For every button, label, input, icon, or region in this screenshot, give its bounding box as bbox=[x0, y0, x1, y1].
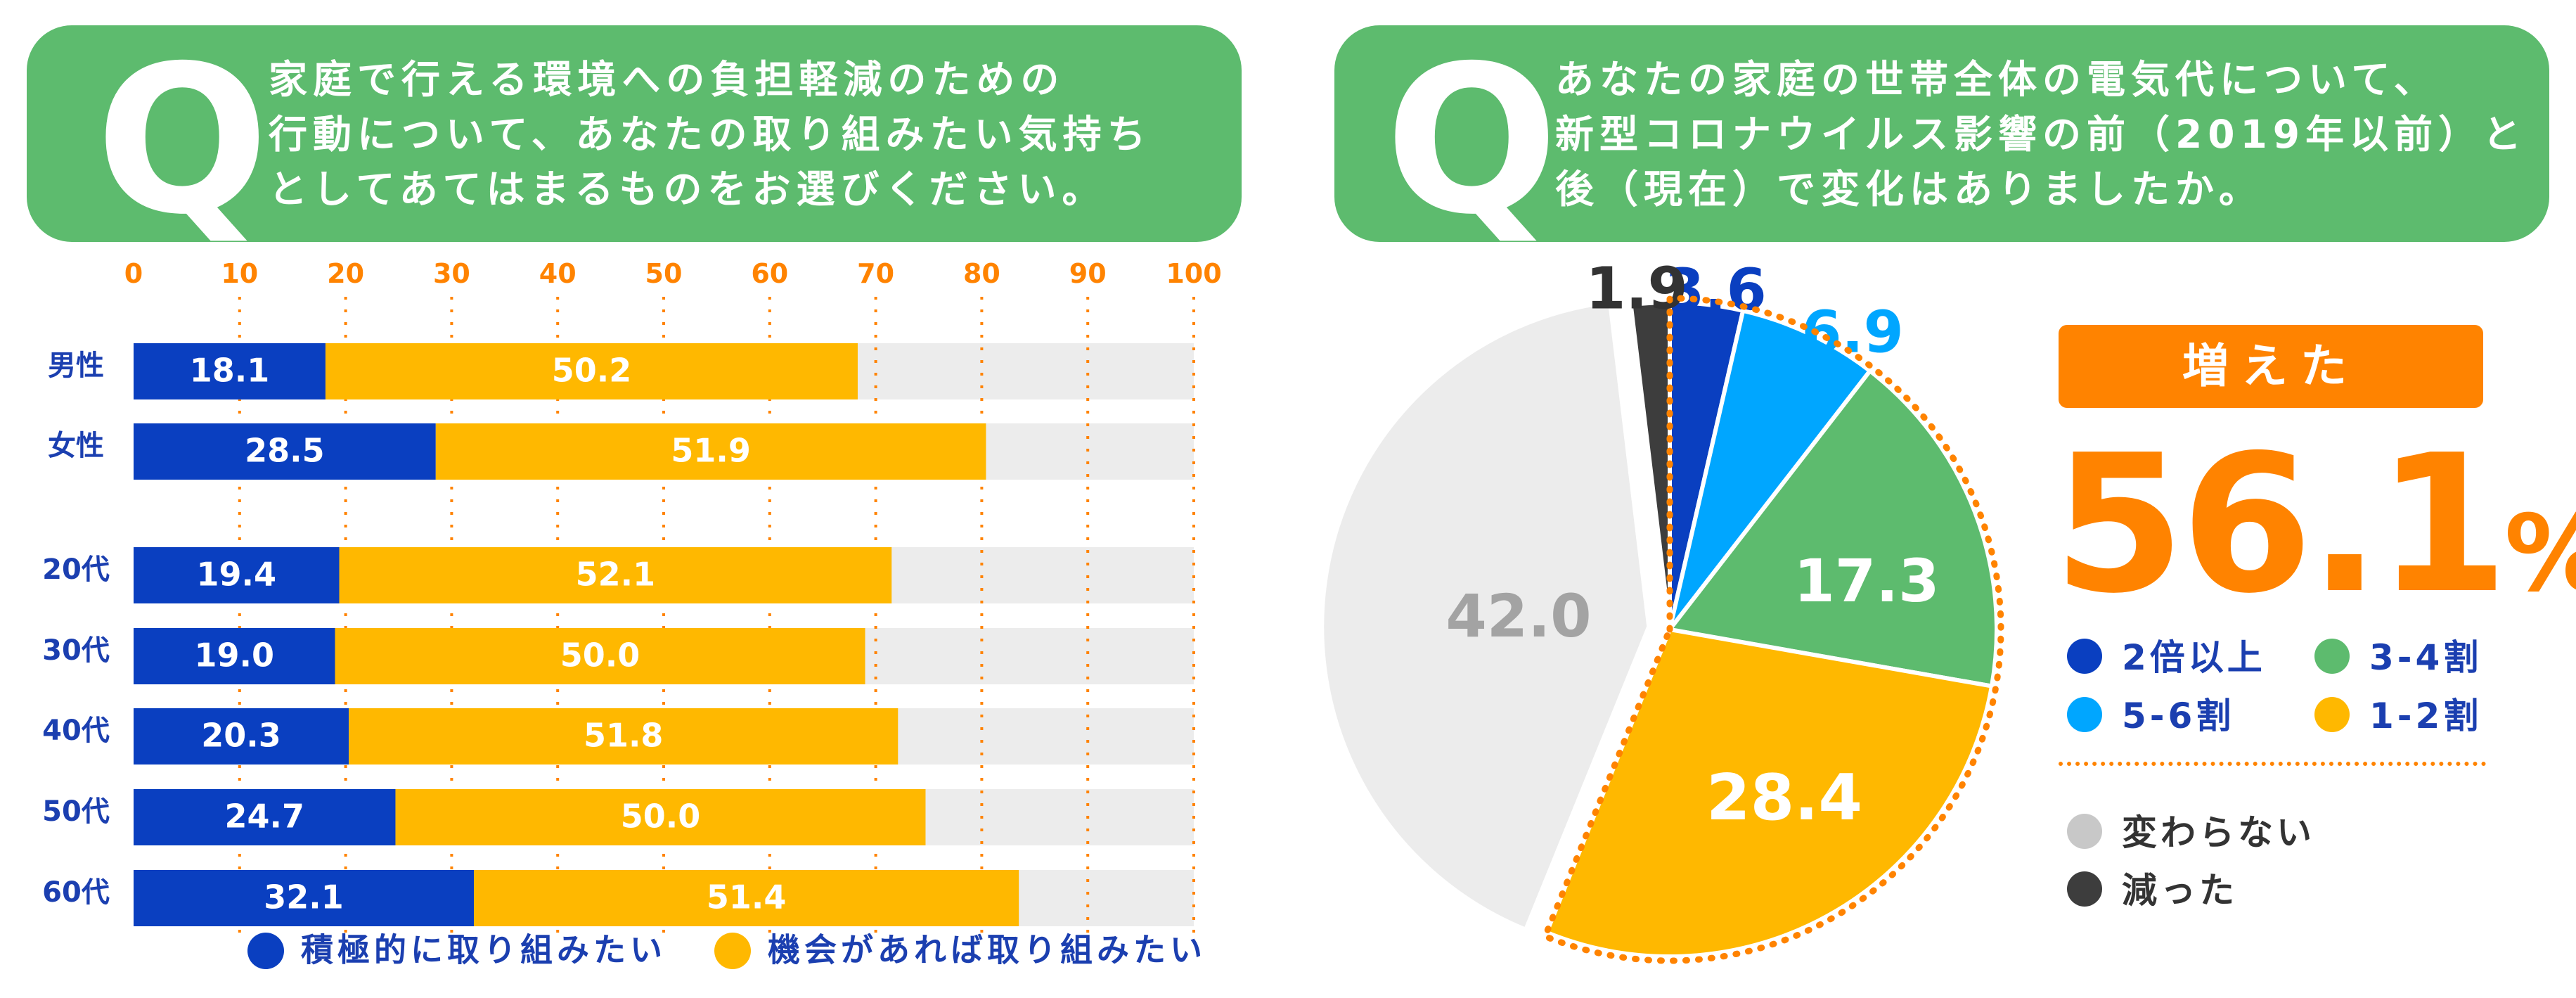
legend-dot bbox=[2314, 696, 2350, 732]
bar-value-label: 51.9 bbox=[671, 432, 751, 470]
category-label: 30代 bbox=[42, 634, 110, 667]
bar-value-label: 24.7 bbox=[224, 798, 304, 836]
category-label: 60代 bbox=[42, 876, 110, 909]
legend-dot bbox=[2067, 813, 2102, 849]
question-1-mark: Q bbox=[96, 23, 269, 260]
question-1-line: 家庭で行える環境への負担軽減のための bbox=[269, 57, 1065, 102]
pie-chart: 3.66.917.328.442.01.9 bbox=[1322, 255, 2004, 964]
x-tick-label: 100 bbox=[1166, 258, 1221, 289]
bar-segment bbox=[325, 343, 858, 399]
question-1-text: 家庭で行える環境への負担軽減のための 行動について、あなたの取り組みたい気持ち … bbox=[269, 52, 1152, 217]
legend-item-50-60: 5-6割 bbox=[2067, 688, 2234, 738]
legend-dot bbox=[2314, 638, 2350, 674]
question-2-text: あなたの家庭の世帯全体の電気代について、 新型コロナウイルス影響の前（2019年… bbox=[1555, 52, 2527, 217]
bar-value-label: 50.2 bbox=[552, 352, 632, 390]
legend-item-double: 2倍以上 bbox=[2067, 629, 2266, 680]
bar-value-label: 50.0 bbox=[560, 636, 640, 674]
bar-segment bbox=[134, 547, 340, 603]
bar-value-label: 51.8 bbox=[584, 717, 664, 755]
bar-segment bbox=[134, 708, 349, 765]
bar-value-label: 18.1 bbox=[190, 352, 270, 390]
legend-label: 5-6割 bbox=[2122, 696, 2235, 736]
bar-segment bbox=[134, 789, 396, 845]
legend-dot bbox=[2067, 696, 2102, 732]
x-tick-label: 70 bbox=[857, 258, 894, 289]
bar-segment bbox=[395, 789, 926, 845]
legend-label: 減った bbox=[2122, 870, 2238, 911]
bar-value-label: 51.4 bbox=[707, 878, 787, 916]
legend-item-unchanged: 変わらない bbox=[2067, 805, 2315, 855]
question-2-mark: Q bbox=[1385, 23, 1559, 260]
legend-label: 機会があれば取り組みたい bbox=[768, 931, 1206, 969]
bar-value-label: 19.4 bbox=[197, 556, 277, 594]
increased-total-unit: % bbox=[2504, 493, 2576, 615]
legend-item-30-40: 3-4割 bbox=[2314, 629, 2482, 680]
bar-value-label: 20.3 bbox=[201, 717, 281, 755]
bar-value-label: 32.1 bbox=[264, 878, 344, 916]
x-tick-label: 80 bbox=[963, 258, 1000, 289]
question-2-line: 後（現在）で変化はありましたか。 bbox=[1555, 167, 2263, 212]
increased-total-value: 56.1 bbox=[2053, 414, 2509, 635]
legend-dot bbox=[714, 933, 751, 969]
increased-badge: 増えた bbox=[2059, 325, 2483, 408]
category-label: 50代 bbox=[42, 795, 110, 828]
bar-segment bbox=[134, 870, 475, 926]
bar-segment bbox=[435, 423, 986, 480]
question-1-line: としてあてはまるものをお選びください。 bbox=[269, 167, 1107, 212]
x-tick-label: 20 bbox=[327, 258, 364, 289]
category-label: 男性 bbox=[48, 350, 104, 382]
bar-segment bbox=[335, 628, 865, 684]
legend-label: 積極的に取り組みたい bbox=[301, 931, 666, 969]
increased-total: 56.1% bbox=[2053, 414, 2576, 635]
x-tick-label: 60 bbox=[751, 258, 788, 289]
bar-segment bbox=[339, 547, 892, 603]
question-2-box: Q あなたの家庭の世帯全体の電気代について、 新型コロナウイルス影響の前（201… bbox=[1334, 23, 2549, 260]
category-label: 40代 bbox=[42, 715, 110, 747]
bar-value-label: 52.1 bbox=[576, 556, 656, 594]
pie-slice bbox=[1322, 299, 1651, 933]
legend-dot bbox=[247, 933, 284, 969]
question-2-line: 新型コロナウイルス影響の前（2019年以前）と bbox=[1555, 112, 2527, 157]
category-label: 20代 bbox=[42, 554, 110, 586]
pie-slice bbox=[1666, 368, 1999, 689]
x-tick-label: 50 bbox=[645, 258, 683, 289]
category-label: 女性 bbox=[48, 430, 104, 462]
x-tick-label: 0 bbox=[124, 258, 143, 289]
legend-divider bbox=[2059, 762, 2486, 766]
pie-slice bbox=[1544, 627, 1995, 959]
legend-dot bbox=[2067, 871, 2102, 907]
x-tick-label: 90 bbox=[1069, 258, 1107, 289]
bar-value-label: 28.5 bbox=[245, 432, 325, 470]
bar-segment bbox=[134, 423, 436, 480]
question-1-line: 行動について、あなたの取り組みたい気持ち bbox=[269, 112, 1152, 157]
legend-item-decreased: 減った bbox=[2067, 862, 2238, 913]
pie-value-label: 17.3 bbox=[1793, 546, 1939, 615]
bar-segment bbox=[474, 870, 1019, 926]
x-tick-label: 40 bbox=[539, 258, 577, 289]
bar-value-label: 19.0 bbox=[195, 636, 275, 674]
legend-label: 変わらない bbox=[2122, 812, 2315, 853]
increased-outline bbox=[1540, 295, 2004, 964]
bar-segment bbox=[134, 343, 326, 399]
x-tick-label: 10 bbox=[221, 258, 258, 289]
legend-label: 2倍以上 bbox=[2122, 637, 2266, 678]
question-2-line: あなたの家庭の世帯全体の電気代について、 bbox=[1555, 57, 2438, 102]
legend-label: 3-4割 bbox=[2369, 637, 2482, 678]
legend-dot bbox=[2067, 638, 2102, 674]
bar-segment bbox=[349, 708, 899, 765]
x-tick-label: 30 bbox=[433, 258, 470, 289]
bar-value-label: 50.0 bbox=[621, 798, 701, 836]
pie-slice bbox=[1668, 308, 1873, 631]
pie-value-label: 28.4 bbox=[1706, 761, 1862, 835]
question-1-box: Q 家庭で行える環境への負担軽減のための 行動について、あなたの取り組みたい気持… bbox=[27, 23, 1242, 260]
pie-value-label: 42.0 bbox=[1445, 582, 1591, 651]
legend-item-10-20: 1-2割 bbox=[2314, 688, 2482, 738]
legend-label: 1-2割 bbox=[2369, 696, 2482, 736]
bar-segment bbox=[134, 628, 335, 684]
